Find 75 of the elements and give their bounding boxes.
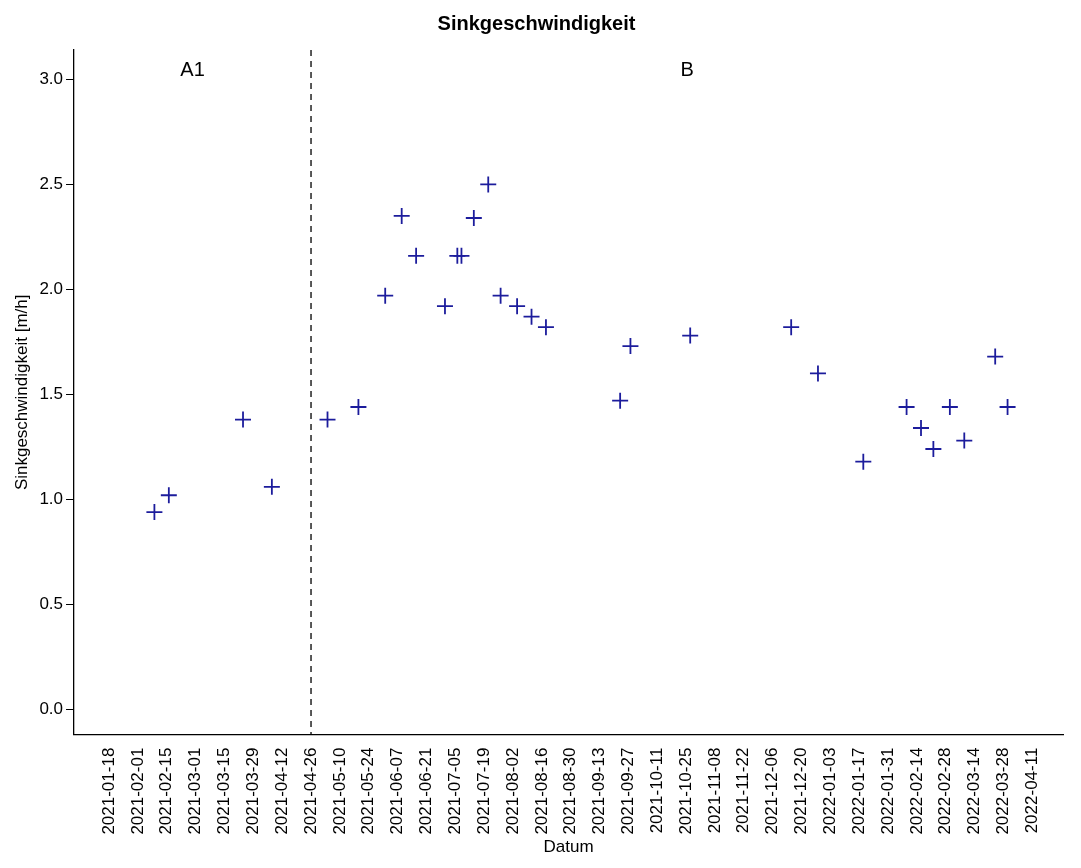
x-tick-label: 2022-01-17 — [848, 747, 868, 835]
x-tick-label: 2021-05-24 — [358, 747, 378, 835]
x-tick-label: 2021-06-07 — [387, 747, 407, 835]
point — [998, 398, 1017, 416]
point — [436, 297, 454, 316]
point — [349, 398, 368, 416]
point — [522, 307, 541, 326]
point — [491, 286, 510, 305]
x-tick-label: 2021-07-05 — [444, 747, 464, 835]
x-tick-label: 2021-02-01 — [127, 747, 147, 835]
x-tick-label: 2022-01-31 — [877, 747, 897, 835]
point — [318, 410, 337, 429]
x-tick-label: 2021-03-15 — [214, 747, 234, 835]
point — [924, 440, 943, 458]
x-tick-label: 2021-10-11 — [646, 747, 666, 834]
annotation: B — [680, 57, 694, 80]
point — [809, 364, 827, 383]
point — [955, 431, 974, 450]
point — [940, 398, 959, 416]
x-tick-label: 2022-01-03 — [820, 747, 840, 835]
x-tick-label: 2021-08-16 — [531, 747, 551, 835]
point — [234, 410, 252, 429]
x-tick-label: 2021-09-27 — [618, 747, 638, 835]
y-tick-label: 0.5 — [39, 594, 64, 614]
x-tick-label: 2021-08-30 — [560, 747, 580, 835]
y-tick-label: 1.0 — [39, 489, 64, 509]
point — [452, 246, 471, 265]
y-tick-label: 2.5 — [39, 174, 64, 194]
x-tick-label: 2021-08-02 — [502, 747, 522, 835]
y-tick-label: 1.5 — [39, 384, 64, 404]
point — [912, 419, 930, 437]
point — [464, 209, 483, 227]
point — [392, 207, 411, 225]
point — [681, 326, 700, 345]
point — [159, 486, 178, 505]
point — [145, 503, 164, 521]
y-axis-title: Sinkgeschwindigkeit [m/h] — [11, 294, 31, 491]
y-tick-label: 0.0 — [39, 699, 64, 719]
x-tick-label: 2021-12-20 — [791, 747, 811, 835]
x-tick-label: 2021-04-12 — [271, 747, 291, 835]
x-tick-label: 2021-01-18 — [98, 747, 118, 835]
point — [508, 297, 526, 316]
point — [611, 391, 630, 410]
x-tick-label: 2021-04-26 — [300, 747, 320, 835]
point — [897, 398, 916, 416]
x-tick-label: 2021-10-25 — [675, 747, 695, 835]
x-tick-label: 2021-02-15 — [156, 747, 176, 835]
x-tick-label: 2021-11-22 — [733, 747, 753, 834]
point — [376, 286, 395, 305]
x-tick-label: 2022-02-14 — [906, 747, 926, 835]
y-tick-label: 2.0 — [39, 279, 64, 299]
point — [986, 347, 1005, 366]
point — [262, 477, 281, 496]
x-tick-label: 2022-04-11 — [1021, 747, 1041, 834]
point — [479, 175, 498, 194]
point — [537, 318, 555, 337]
x-tick-label: 2022-03-14 — [964, 747, 984, 835]
x-tick-label: 2021-12-06 — [762, 747, 782, 835]
x-axis-title: Datum — [543, 837, 594, 857]
x-tick-label: 2022-02-28 — [935, 747, 955, 835]
point — [621, 337, 640, 356]
point — [407, 246, 426, 265]
x-tick-label: 2021-09-13 — [589, 747, 609, 835]
point — [782, 318, 801, 337]
annotation: A1 — [180, 57, 205, 80]
x-tick-label: 2021-06-21 — [416, 747, 436, 835]
x-tick-label: 2021-05-10 — [329, 747, 349, 835]
point — [854, 452, 873, 471]
x-tick-label: 2021-07-19 — [473, 747, 493, 835]
x-tick-label: 2022-03-28 — [993, 747, 1013, 835]
x-tick-label: 2021-11-08 — [704, 747, 724, 834]
chart-title: Sinkgeschwindigkeit — [437, 11, 636, 34]
x-tick-label: 2021-03-29 — [243, 747, 263, 835]
y-tick-label: 3.0 — [39, 69, 64, 89]
x-tick-label: 2021-03-01 — [185, 747, 205, 835]
